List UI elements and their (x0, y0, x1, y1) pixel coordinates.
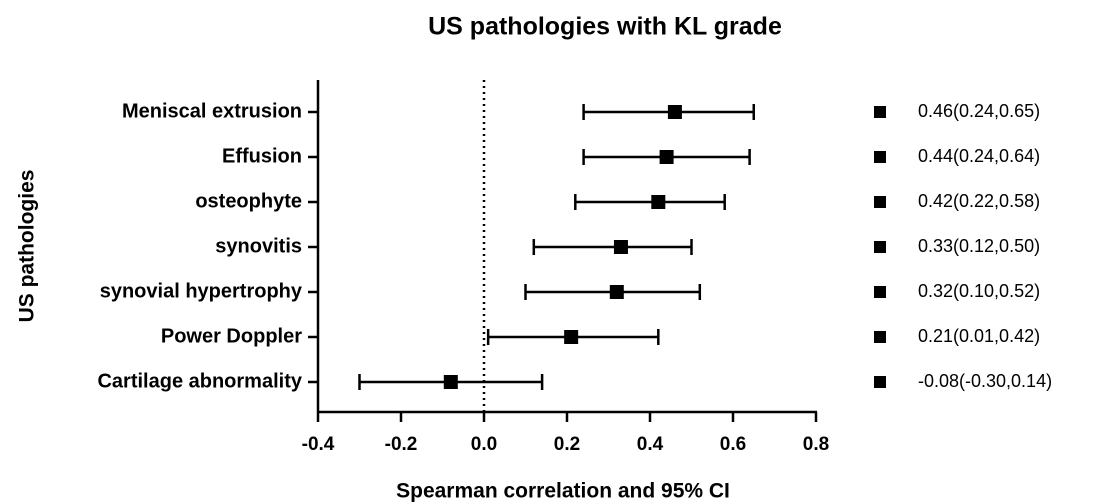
x-tick-label: 0.4 (637, 434, 664, 455)
value-label: -0.08(-0.30,0.14) (918, 371, 1052, 391)
point (443, 375, 458, 389)
label-marker (874, 241, 886, 253)
label-marker (874, 151, 886, 163)
label-marker (874, 331, 886, 343)
value-label: 0.46(0.24,0.65) (918, 101, 1040, 121)
y-tick-label: Power Doppler (161, 325, 302, 347)
y-tick-label: osteophyte (195, 190, 302, 212)
point (613, 240, 628, 254)
x-tick-label: 0.6 (720, 434, 746, 455)
x-axis-label: Spearman correlation and 95% CI (396, 480, 730, 503)
label-marker (874, 286, 886, 298)
x-tick-label: 0.2 (554, 434, 580, 455)
y-axis-label: US pathologies (16, 170, 39, 323)
x-tick-label: 0.8 (803, 434, 829, 455)
value-label: 0.33(0.12,0.50) (918, 236, 1040, 256)
value-label: 0.44(0.24,0.64) (918, 146, 1040, 166)
point (564, 330, 579, 344)
point (651, 195, 666, 209)
value-label: 0.32(0.10,0.52) (918, 281, 1040, 301)
y-tick-label: Cartilage abnormality (97, 370, 302, 392)
x-tick-label: -0.2 (385, 434, 418, 455)
x-tick-label: -0.4 (302, 434, 335, 455)
point (667, 105, 682, 119)
point (609, 285, 624, 299)
label-marker (874, 196, 886, 208)
y-tick-label: Meniscal extrusion (122, 100, 302, 122)
label-marker (874, 376, 886, 388)
y-tick-label: synovitis (215, 235, 302, 257)
point (659, 150, 674, 164)
value-label: 0.21(0.01,0.42) (918, 326, 1040, 346)
y-tick-label: synovial hypertrophy (100, 280, 303, 302)
chart-title: US pathologies with KL grade (428, 13, 782, 41)
y-tick-label: Effusion (222, 145, 302, 167)
value-label: 0.42(0.22,0.58) (918, 191, 1040, 211)
x-tick-label: 0.0 (471, 434, 497, 455)
label-marker (874, 106, 886, 118)
